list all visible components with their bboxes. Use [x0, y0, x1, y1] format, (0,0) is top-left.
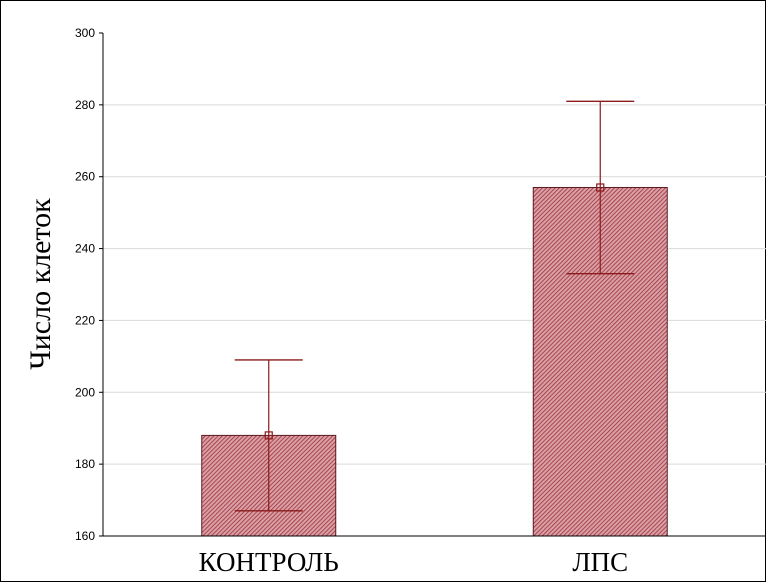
y-tick-label: 200	[75, 385, 95, 399]
y-tick-label: 300	[75, 26, 95, 40]
y-tick-label: 220	[75, 313, 95, 327]
mean-marker	[596, 183, 605, 192]
x-category-label: ЛПС	[572, 547, 628, 577]
x-category-label: КОНТРОЛЬ	[199, 547, 339, 577]
axes: 160 180 200 220 240 260 280 300 КОНТРОЛЬ ЛПС	[75, 26, 766, 577]
y-tick-label: 260	[75, 170, 95, 184]
bars	[201, 100, 668, 537]
y-tick-label: 240	[75, 242, 95, 256]
y-axis-label: Число клеток	[24, 198, 57, 370]
y-tick-label: 160	[75, 529, 95, 543]
y-tick-label: 180	[75, 457, 95, 471]
y-tick-label: 280	[75, 98, 95, 112]
mean-marker	[264, 431, 273, 440]
